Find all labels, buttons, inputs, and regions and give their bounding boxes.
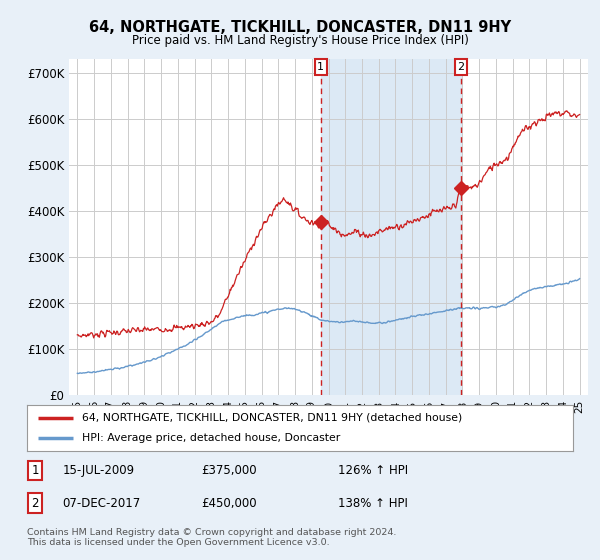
- Text: 2: 2: [458, 62, 464, 72]
- Text: 1: 1: [31, 464, 39, 477]
- Text: 126% ↑ HPI: 126% ↑ HPI: [338, 464, 409, 477]
- Text: 64, NORTHGATE, TICKHILL, DONCASTER, DN11 9HY (detached house): 64, NORTHGATE, TICKHILL, DONCASTER, DN11…: [82, 413, 462, 423]
- Text: 15-JUL-2009: 15-JUL-2009: [62, 464, 134, 477]
- Text: 07-DEC-2017: 07-DEC-2017: [62, 497, 141, 510]
- Text: HPI: Average price, detached house, Doncaster: HPI: Average price, detached house, Donc…: [82, 433, 340, 443]
- Text: £375,000: £375,000: [202, 464, 257, 477]
- Text: 1: 1: [317, 62, 324, 72]
- Bar: [321, 59, 461, 395]
- Text: Contains HM Land Registry data © Crown copyright and database right 2024.
This d: Contains HM Land Registry data © Crown c…: [27, 528, 397, 547]
- Text: Price paid vs. HM Land Registry's House Price Index (HPI): Price paid vs. HM Land Registry's House …: [131, 34, 469, 46]
- Text: 138% ↑ HPI: 138% ↑ HPI: [338, 497, 408, 510]
- Text: 64, NORTHGATE, TICKHILL, DONCASTER, DN11 9HY: 64, NORTHGATE, TICKHILL, DONCASTER, DN11…: [89, 20, 511, 35]
- Text: 2: 2: [31, 497, 39, 510]
- Text: £450,000: £450,000: [202, 497, 257, 510]
